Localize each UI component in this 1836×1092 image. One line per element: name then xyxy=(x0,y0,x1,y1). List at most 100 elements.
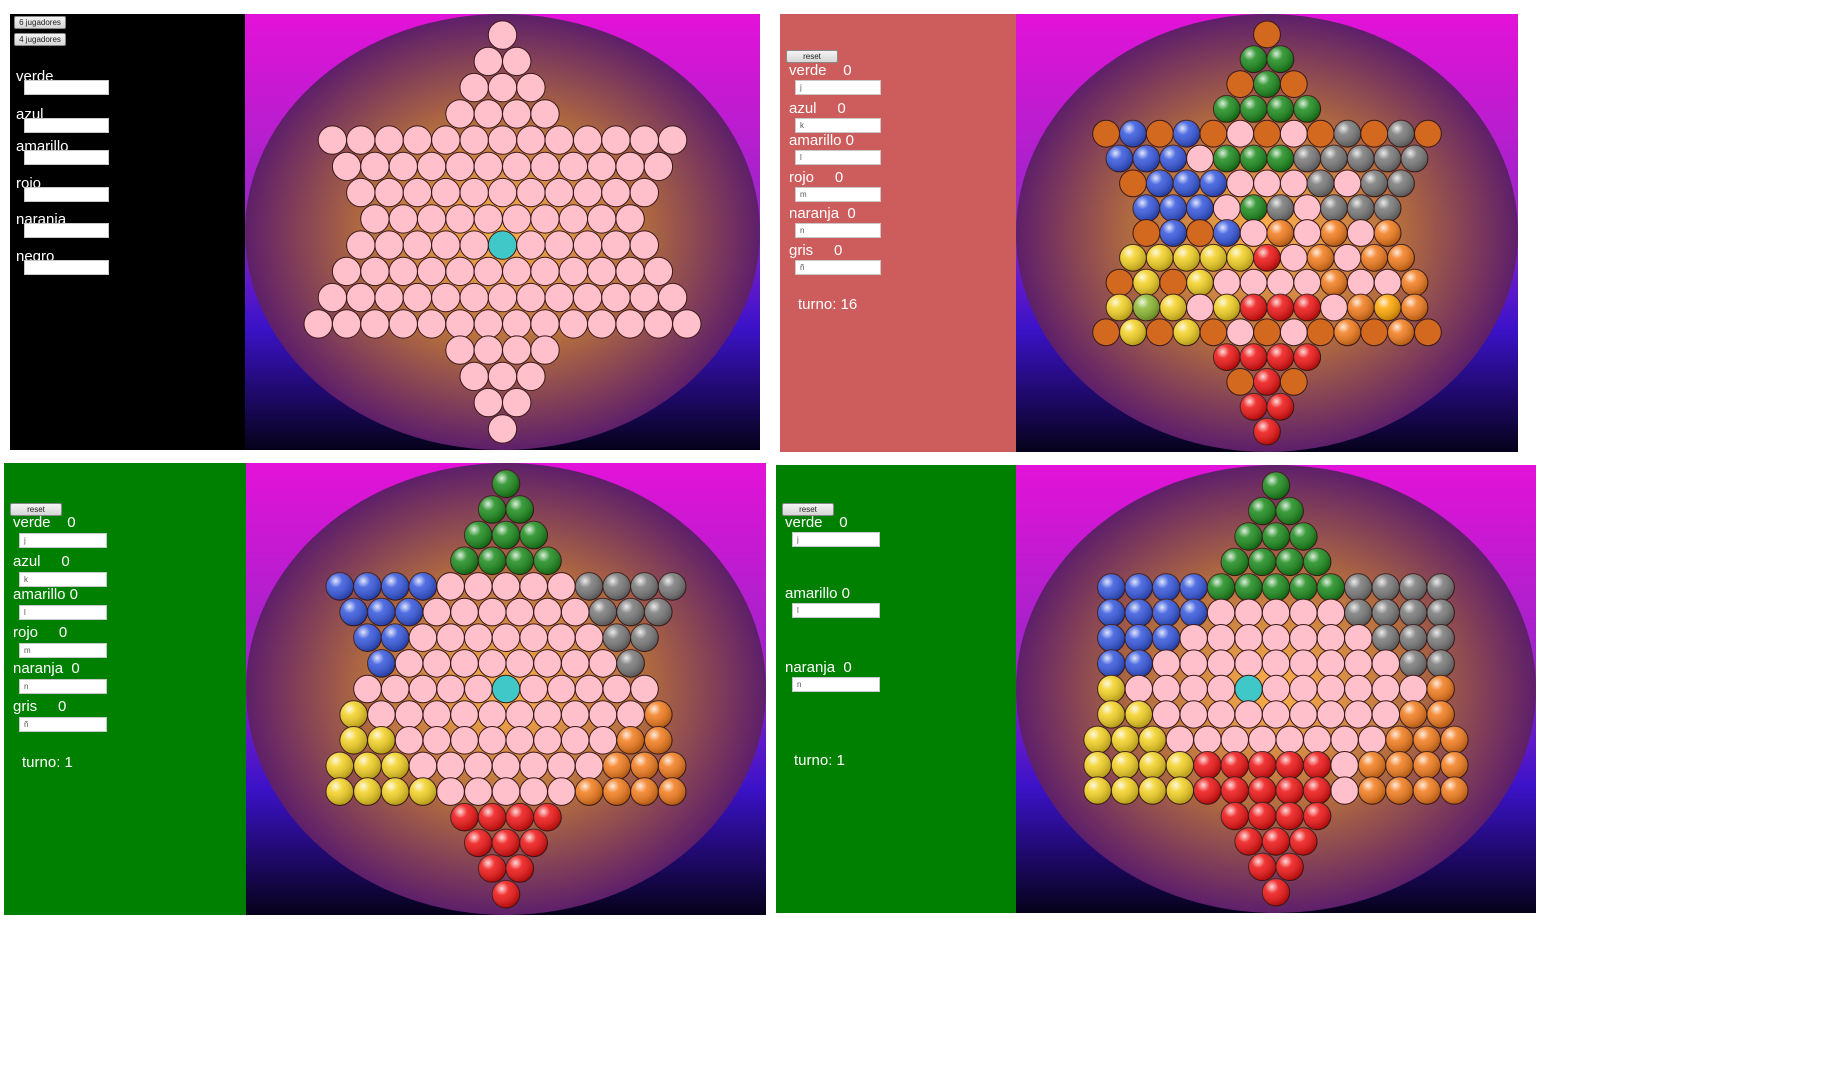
marble[interactable] xyxy=(1212,144,1241,173)
board-hole[interactable] xyxy=(477,597,507,627)
board-hole[interactable] xyxy=(505,597,535,627)
board-hole[interactable] xyxy=(317,125,348,155)
marble[interactable] xyxy=(1199,119,1228,148)
marble[interactable] xyxy=(1266,144,1295,173)
board-hole[interactable] xyxy=(491,623,521,652)
marble[interactable] xyxy=(1426,674,1455,704)
board-hole[interactable] xyxy=(422,597,452,627)
marble[interactable] xyxy=(1385,725,1414,754)
marble[interactable] xyxy=(1220,547,1250,577)
marble[interactable] xyxy=(1399,624,1428,653)
marble[interactable] xyxy=(1179,573,1208,602)
board-hole[interactable] xyxy=(346,230,376,260)
board-hole[interactable] xyxy=(459,177,489,208)
marble[interactable] xyxy=(1253,20,1281,49)
marble[interactable] xyxy=(380,777,410,806)
marble[interactable] xyxy=(1360,119,1389,148)
board-hole[interactable] xyxy=(502,99,532,129)
board-hole[interactable] xyxy=(574,623,604,652)
center-hole[interactable] xyxy=(491,674,521,704)
marble[interactable] xyxy=(408,777,438,806)
board-hole[interactable] xyxy=(1234,700,1263,729)
marble[interactable] xyxy=(450,802,479,832)
chinese-checkers-board[interactable] xyxy=(245,14,760,450)
board-hole[interactable] xyxy=(1226,169,1255,198)
marble[interactable] xyxy=(325,751,355,781)
board-hole[interactable] xyxy=(1253,169,1281,198)
marble[interactable] xyxy=(1426,598,1455,628)
player-key-field[interactable]: n xyxy=(19,679,107,694)
board-hole[interactable] xyxy=(616,700,645,729)
board-hole[interactable] xyxy=(519,751,549,781)
board-hole[interactable] xyxy=(547,777,576,806)
board-hole[interactable] xyxy=(588,726,618,755)
board-hole[interactable] xyxy=(459,282,489,313)
board-hole[interactable] xyxy=(459,230,489,260)
board-hole[interactable] xyxy=(602,674,632,704)
marble[interactable] xyxy=(1172,169,1201,198)
marble[interactable] xyxy=(1399,700,1428,729)
marble[interactable] xyxy=(1119,243,1147,272)
player-key-field[interactable] xyxy=(24,150,109,165)
marble[interactable] xyxy=(1371,598,1400,628)
marble[interactable] xyxy=(1186,268,1214,297)
board-hole[interactable] xyxy=(394,700,424,729)
marble[interactable] xyxy=(1220,751,1250,780)
marble[interactable] xyxy=(1124,573,1154,602)
board-hole[interactable] xyxy=(416,151,447,182)
board-hole[interactable] xyxy=(1303,725,1332,754)
board-hole[interactable] xyxy=(422,649,452,678)
marble[interactable] xyxy=(630,751,659,781)
board-hole[interactable] xyxy=(367,700,396,729)
board-hole[interactable] xyxy=(547,572,576,601)
marble[interactable] xyxy=(380,623,410,652)
board-hole[interactable] xyxy=(450,597,479,627)
board-hole[interactable] xyxy=(516,361,546,392)
board-hole[interactable] xyxy=(388,204,419,234)
marble[interactable] xyxy=(1172,243,1201,272)
board-hole[interactable] xyxy=(615,256,645,287)
marble[interactable] xyxy=(1293,343,1322,372)
board-hole[interactable] xyxy=(629,282,659,313)
board-hole[interactable] xyxy=(533,726,562,755)
marble[interactable] xyxy=(505,854,535,883)
board-hole[interactable] xyxy=(473,99,504,129)
board-hole[interactable] xyxy=(1212,268,1241,297)
marble[interactable] xyxy=(380,572,410,601)
player-key-field[interactable]: j xyxy=(795,80,881,95)
board-hole[interactable] xyxy=(544,282,574,313)
board-hole[interactable] xyxy=(560,649,590,678)
board-hole[interactable] xyxy=(1152,674,1181,704)
board-hole[interactable] xyxy=(1261,674,1291,704)
board-hole[interactable] xyxy=(1206,649,1236,678)
marble[interactable] xyxy=(1092,318,1120,347)
marble[interactable] xyxy=(1097,624,1126,653)
marble[interactable] xyxy=(1248,547,1277,577)
board-hole[interactable] xyxy=(1279,169,1308,198)
marble[interactable] xyxy=(1159,293,1188,322)
board-hole[interactable] xyxy=(1206,700,1236,729)
board-hole[interactable] xyxy=(487,282,518,313)
board-hole[interactable] xyxy=(572,125,603,155)
board-hole[interactable] xyxy=(388,309,419,339)
board-hole[interactable] xyxy=(657,282,688,313)
board-hole[interactable] xyxy=(547,674,576,704)
board-hole[interactable] xyxy=(502,46,532,77)
marble[interactable] xyxy=(1212,343,1241,372)
board-hole[interactable] xyxy=(1279,119,1308,148)
board-hole[interactable] xyxy=(516,230,546,260)
marble[interactable] xyxy=(644,597,673,627)
board-hole[interactable] xyxy=(505,726,535,755)
marble[interactable] xyxy=(1426,624,1455,653)
marble[interactable] xyxy=(1306,169,1335,198)
marble[interactable] xyxy=(408,572,438,601)
board-hole[interactable] xyxy=(1275,725,1304,754)
player-key-field[interactable] xyxy=(24,187,109,202)
board-hole[interactable] xyxy=(1293,194,1322,223)
board-hole[interactable] xyxy=(1220,725,1250,754)
board-hole[interactable] xyxy=(502,309,532,339)
marble[interactable] xyxy=(325,572,355,601)
reset-button[interactable]: reset xyxy=(786,50,838,63)
marble[interactable] xyxy=(1253,318,1281,347)
marble[interactable] xyxy=(1261,573,1291,602)
